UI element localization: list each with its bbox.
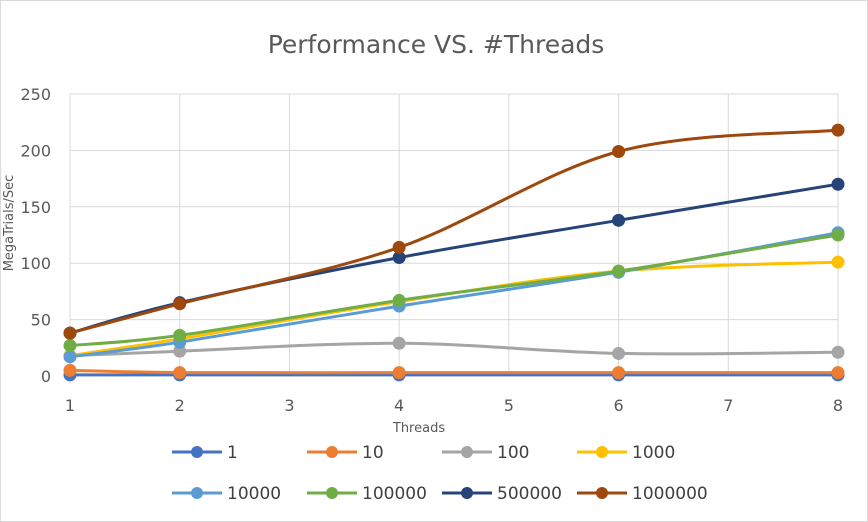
y-axis-title: MegaTrials/Sec [2, 175, 17, 272]
x-tick-label: 7 [723, 396, 733, 415]
y-tick-label: 200 [20, 141, 51, 160]
legend-label: 100 [497, 443, 529, 463]
data-point-10 [173, 366, 187, 380]
data-point-10 [63, 363, 77, 377]
data-point-1000 [831, 255, 845, 269]
data-point-100 [612, 346, 626, 360]
x-tick-label: 1 [65, 396, 75, 415]
series-points [63, 123, 845, 382]
legend-label: 10000 [227, 484, 281, 504]
legend: 1 10 100 1000 10000 100000 500000 1000000 [172, 443, 708, 504]
legend-item-100000: 100000 [307, 484, 427, 504]
data-point-100000 [612, 264, 626, 278]
series-line-1000000 [68, 128, 840, 335]
legend-item-1000: 1000 [577, 443, 675, 463]
legend-swatch-marker [326, 446, 338, 458]
data-point-10 [392, 366, 406, 380]
data-point-1000000 [831, 123, 845, 137]
data-point-1000000 [63, 326, 77, 340]
data-point-10 [612, 366, 626, 380]
data-point-100 [392, 336, 406, 350]
legend-swatch-marker [596, 487, 608, 499]
legend-swatch-marker [596, 446, 608, 458]
y-tick-label: 150 [20, 198, 51, 217]
legend-item-1000000: 1000000 [577, 484, 708, 504]
legend-item-100: 100 [442, 443, 529, 463]
series-line-500000 [68, 182, 840, 335]
series-line-100000 [68, 233, 840, 347]
y-tick-label: 0 [41, 367, 51, 386]
y-tick-label: 250 [20, 85, 51, 104]
legend-label: 10 [362, 443, 384, 463]
chart-title: Performance VS. #Threads [268, 30, 605, 59]
x-tick-label: 2 [175, 396, 185, 415]
legend-item-1: 1 [172, 443, 238, 463]
data-point-1000000 [612, 145, 626, 159]
data-point-100000 [173, 328, 187, 342]
series-line-10 [68, 368, 840, 375]
legend-swatch-marker [191, 487, 203, 499]
data-point-10 [831, 366, 845, 380]
data-point-100000 [392, 293, 406, 307]
series-line-100 [68, 341, 840, 358]
legend-swatch-marker [461, 446, 473, 458]
legend-label: 1 [227, 443, 238, 463]
data-point-1000000 [392, 240, 406, 254]
x-tick-label: 6 [613, 396, 623, 415]
data-point-100000 [63, 339, 77, 353]
data-point-10000 [63, 350, 77, 364]
y-tick-label: 100 [20, 254, 51, 273]
x-axis-title: Threads [392, 421, 445, 436]
y-tick-label: 50 [31, 311, 51, 330]
legend-item-10000: 10000 [172, 484, 281, 504]
legend-swatch-marker [461, 487, 473, 499]
data-point-500000 [612, 213, 626, 227]
x-tick-label: 8 [833, 396, 843, 415]
data-point-100000 [831, 228, 845, 242]
x-tick-label: 5 [504, 396, 514, 415]
legend-swatch-marker [326, 487, 338, 499]
legend-item-500000: 500000 [442, 484, 562, 504]
legend-swatch-marker [191, 446, 203, 458]
x-axis-ticks: 1 2 3 4 5 6 7 8 [65, 396, 843, 415]
y-axis-ticks: 0 50 100 150 200 250 [20, 85, 51, 386]
data-point-100 [831, 345, 845, 359]
legend-label: 100000 [362, 484, 427, 504]
data-point-1000000 [173, 297, 187, 311]
legend-label: 1000 [632, 443, 675, 463]
x-tick-label: 4 [394, 396, 404, 415]
legend-item-10: 10 [307, 443, 384, 463]
legend-label: 1000000 [632, 484, 708, 504]
series-lines [68, 128, 840, 377]
data-point-500000 [831, 177, 845, 191]
legend-label: 500000 [497, 484, 562, 504]
x-tick-label: 3 [284, 396, 294, 415]
